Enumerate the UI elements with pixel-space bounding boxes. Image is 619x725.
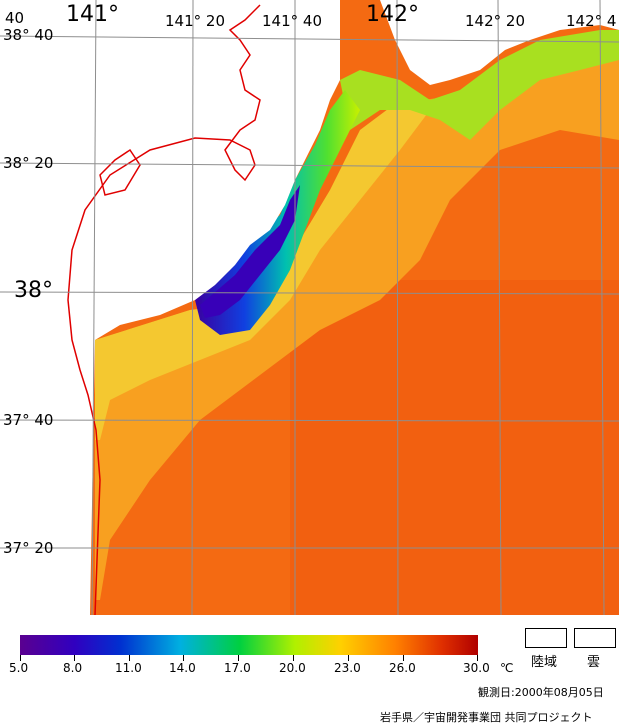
lat-label-37-40: 37° 40 [3, 411, 54, 429]
green-front [340, 30, 619, 140]
scale-label-5: 5.0 [9, 661, 29, 675]
land-area [0, 0, 340, 615]
scale-unit: ℃ [500, 661, 514, 675]
observation-date: 観測日:2000年08月05日 [478, 686, 604, 699]
scale-label-8: 8.0 [63, 661, 83, 675]
lon-label-141: 141° [66, 2, 119, 27]
scale-label-23: 23.0 [334, 661, 361, 675]
lat-label-38: 38° [14, 278, 53, 303]
sea-surface-temperature-map [0, 0, 619, 615]
land-area-northeast [380, 0, 619, 85]
scale-tick [293, 655, 294, 661]
scale-label-14: 14.0 [169, 661, 196, 675]
deep-cold-core [200, 185, 300, 318]
scale-tick [20, 655, 21, 661]
lon-label-142-20: 142° 20 [465, 12, 525, 30]
graticule [0, 0, 619, 615]
lat-label-38-40: 38° 40 [3, 26, 54, 44]
scale-tick [183, 655, 184, 661]
coastal-yellow-band [95, 100, 430, 440]
land-swatch [525, 628, 567, 648]
temperature-color-scale [20, 635, 478, 655]
scale-tick [74, 655, 75, 661]
coastline [67, 4, 261, 615]
land-legend-label: 陸域 [531, 655, 558, 670]
scale-tick [348, 655, 349, 661]
scale-tick [129, 655, 130, 661]
lat-label-37-20: 37° 20 [3, 539, 54, 557]
scale-tick [477, 655, 478, 661]
scale-label-17: 17.0 [224, 661, 251, 675]
lon-label-40: 40 [5, 9, 25, 27]
scale-label-11: 11.0 [115, 661, 142, 675]
lon-label-142-4: 142° 4 [566, 12, 617, 30]
scale-label-26: 26.0 [389, 661, 416, 675]
cloud-legend-label: 雲 [587, 655, 601, 670]
lon-label-142: 142° [366, 2, 419, 27]
lon-label-141-20: 141° 20 [165, 12, 225, 30]
scale-label-20: 20.0 [279, 661, 306, 675]
scale-tick [403, 655, 404, 661]
cloud-swatch [574, 628, 616, 648]
coastline-bay [99, 148, 141, 196]
lon-label-141-40: 141° 40 [262, 12, 322, 30]
project-credit: 岩手県／宇宙開発事業団 共同プロジェクト [380, 711, 593, 724]
sea-warm-east [290, 280, 619, 615]
scale-tick [238, 655, 239, 661]
lat-label-38-20: 38° 20 [3, 154, 54, 172]
scale-label-30: 30.0 [463, 661, 490, 675]
